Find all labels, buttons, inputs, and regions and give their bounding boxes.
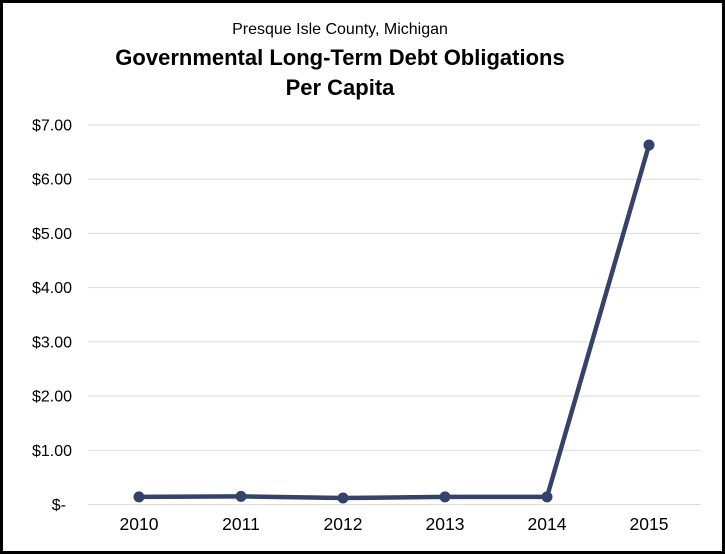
x-tick-label-2014: 2014	[528, 514, 567, 534]
y-tick-label: $2.00	[32, 389, 72, 406]
x-tick-label-2013: 2013	[426, 514, 465, 534]
x-tick-label-2012: 2012	[324, 514, 363, 534]
y-tick-label: $-	[52, 497, 66, 514]
debt-per-capita-line	[136, 142, 652, 501]
data-point-2015	[643, 139, 655, 151]
y-tick-label: $6.00	[32, 172, 72, 189]
chart-title-block: Presque Isle County, Michigan Government…	[0, 20, 680, 103]
y-tick-label: $4.00	[32, 280, 72, 297]
data-point-2012	[337, 492, 349, 504]
x-tick-label-2015: 2015	[630, 514, 669, 534]
x-tick-label-2010: 2010	[120, 514, 159, 534]
y-tick-label: $5.00	[32, 226, 72, 243]
chart-title-line1: Presque Isle County, Michigan	[232, 21, 448, 38]
chart-title-line2: Governmental Long-Term Debt Obligations	[115, 45, 565, 70]
chart-title-line3: Per Capita	[285, 75, 395, 100]
data-point-2014	[541, 491, 553, 503]
data-point-2011	[235, 490, 247, 502]
y-tick-label: $7.00	[32, 118, 72, 135]
y-tick-label: $3.00	[32, 334, 72, 351]
data-point-2010	[133, 491, 145, 503]
x-tick-label-2011: 2011	[222, 514, 260, 534]
y-tick-label: $1.00	[32, 443, 72, 460]
data-point-2013	[439, 491, 451, 503]
